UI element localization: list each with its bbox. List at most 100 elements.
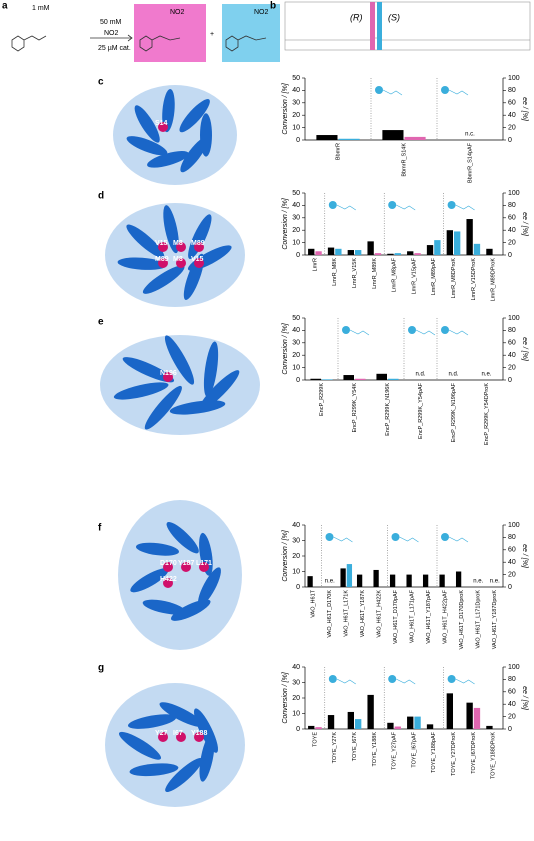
protein-surface [105, 683, 245, 807]
y-tick-label: 0 [296, 584, 300, 591]
bar [439, 574, 445, 587]
x-tick-label: VAO_H61T_Y187pAF [426, 589, 432, 643]
x-tick-label: VAO_H61T_Y187K [360, 590, 366, 638]
y-axis-label: Conversion / [%] [282, 671, 289, 723]
y2-tick-label: 80 [508, 327, 516, 334]
y-tick-label: 30 [292, 215, 300, 222]
y2-tick-label: 40 [508, 559, 516, 566]
x-tick-label: LmrR_M8DProK [451, 258, 457, 299]
substrate-conc: 1 mM [32, 5, 50, 12]
bar [374, 253, 382, 255]
bar [376, 373, 387, 380]
y-tick-label: 0 [296, 726, 300, 733]
residue-label: M8 [173, 240, 183, 247]
protein-helix [144, 385, 182, 430]
x-tick-label: LmrR_M8pAF [392, 257, 398, 292]
catalyst-icon [375, 86, 383, 94]
x-tick-label: EncP_R299K [319, 383, 325, 416]
y-tick-label: 10 [292, 568, 300, 575]
x-tick-label: VAO_H61T_L171pAF [410, 589, 416, 643]
active-site [158, 732, 168, 742]
product-r-structure [139, 35, 181, 52]
r-peak [370, 2, 375, 50]
active-site [158, 242, 168, 252]
residue-label: D170 [160, 560, 177, 567]
x-tick-label: TOYE_Y27K [332, 732, 338, 764]
protein-helix [122, 357, 175, 383]
protein-helix [130, 568, 169, 593]
x-tick-label: EncP_R299K_Y54pAF [418, 382, 424, 439]
bar [404, 136, 426, 140]
bar [335, 248, 342, 255]
s-label: (S) [388, 12, 400, 22]
y2-tick-label: 80 [508, 87, 516, 94]
catalyst-icon [447, 675, 456, 683]
protein-helix [135, 542, 180, 556]
y2-tick-label: 100 [508, 75, 520, 82]
active-site [163, 372, 173, 382]
y-axis-label: Conversion / [%] [282, 82, 289, 134]
panel-letter: f [98, 523, 102, 534]
plus: + [210, 31, 214, 38]
bar [388, 378, 399, 380]
x-tick-label: LmrR_M89DProK [491, 258, 497, 302]
scheme [11, 34, 133, 52]
x-tick-label: LmrR_M89pAF [431, 257, 437, 295]
y-tick-label: 50 [292, 190, 300, 197]
y-tick-label: 40 [292, 202, 300, 209]
panel-letter: d [98, 191, 104, 202]
x-tick-label: TOYE_Y188K [372, 732, 378, 767]
active-site [176, 242, 186, 252]
y2-tick-label: 80 [508, 202, 516, 209]
protein-helix [127, 714, 177, 729]
y2-tick-label: 0 [508, 726, 512, 733]
catalyst-sidechain [349, 329, 370, 336]
catalyst: 25 µM cat. [98, 45, 131, 52]
annotation: n.d. [448, 372, 458, 378]
bar [486, 725, 493, 729]
y-tick-label: 20 [292, 352, 300, 359]
bar [407, 716, 414, 729]
y-tick-label: 10 [292, 364, 300, 371]
x-tick-label: BbmrR [335, 143, 341, 160]
y2-tick-label: 20 [508, 364, 516, 371]
residue-label: H422 [160, 576, 177, 583]
y-tick-label: 20 [292, 227, 300, 234]
y-tick-label: 10 [292, 710, 300, 717]
bar [394, 253, 401, 255]
catalyst-icon [441, 86, 449, 94]
residue-label: N196 [160, 370, 177, 377]
catalyst-sidechain [448, 536, 469, 543]
bar [426, 245, 434, 255]
bar [387, 722, 394, 729]
x-tick-label: TOYE_I67K [352, 732, 358, 762]
y-tick-label: 20 [292, 695, 300, 702]
bar [407, 251, 414, 255]
catalyst-icon [447, 201, 456, 209]
protein-helix [163, 205, 179, 254]
active-site [194, 242, 204, 252]
y2-tick-label: 40 [508, 112, 516, 119]
x-tick-label: EncP_R299K_N196K [385, 383, 391, 436]
bar [322, 379, 333, 380]
protein-helix [113, 382, 169, 400]
reagent-conc: 50 mM [100, 19, 122, 26]
y2-tick-label: 60 [508, 340, 516, 347]
bar [387, 253, 394, 255]
x-tick-label: VAO_H61T_D170K [327, 590, 333, 638]
x-tick-label: VAO_H61T_H422K [377, 590, 383, 638]
x-tick-label: LmrR_M8K [332, 258, 338, 286]
protein-helix [142, 265, 185, 294]
protein-helix [170, 599, 211, 621]
protein-helix [180, 136, 209, 173]
active-site [158, 258, 168, 268]
catalyst-sidechain [336, 678, 356, 685]
bar [343, 375, 354, 380]
x-tick-label: TOYE_I67DProK [471, 732, 477, 774]
catalyst-icon [388, 675, 397, 683]
y-tick-label: 10 [292, 239, 300, 246]
x-tick-label: EncP_R299K_N196pAF [451, 382, 457, 442]
y-tick-label: 50 [292, 315, 300, 322]
protein-helix [165, 758, 203, 792]
y2-tick-label: 100 [508, 315, 520, 322]
